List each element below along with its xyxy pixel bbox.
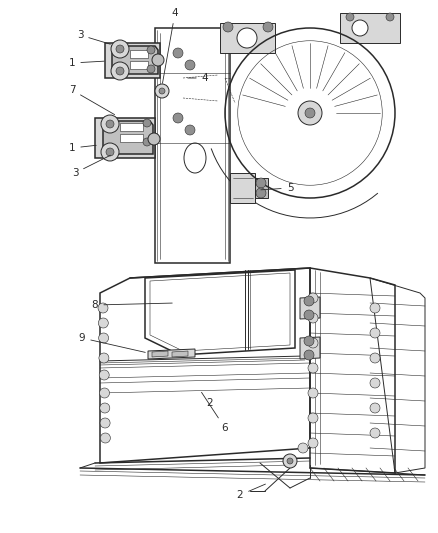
Polygon shape xyxy=(230,173,255,203)
Circle shape xyxy=(185,125,195,135)
Text: 9: 9 xyxy=(79,333,145,352)
Circle shape xyxy=(147,46,155,54)
Circle shape xyxy=(370,403,380,413)
Circle shape xyxy=(287,458,293,464)
Circle shape xyxy=(147,65,155,73)
Circle shape xyxy=(116,67,124,75)
Polygon shape xyxy=(112,46,158,74)
Polygon shape xyxy=(172,351,188,357)
Polygon shape xyxy=(120,134,143,142)
Circle shape xyxy=(346,13,354,21)
Text: 3: 3 xyxy=(72,155,110,178)
Circle shape xyxy=(304,336,314,346)
Circle shape xyxy=(155,84,169,98)
Circle shape xyxy=(370,378,380,388)
Text: 2: 2 xyxy=(237,484,265,500)
Text: 5: 5 xyxy=(261,183,293,193)
Polygon shape xyxy=(152,351,168,357)
Circle shape xyxy=(100,418,110,428)
Text: 4: 4 xyxy=(188,73,208,83)
Polygon shape xyxy=(255,178,268,198)
Circle shape xyxy=(111,62,129,80)
Polygon shape xyxy=(340,13,400,43)
Circle shape xyxy=(308,338,318,348)
Text: 8: 8 xyxy=(92,300,172,310)
Text: 6: 6 xyxy=(201,392,228,433)
Circle shape xyxy=(98,318,108,328)
Text: 3: 3 xyxy=(77,30,110,44)
Circle shape xyxy=(298,101,322,125)
Circle shape xyxy=(100,403,110,413)
Circle shape xyxy=(352,20,368,36)
Circle shape xyxy=(101,115,119,133)
Circle shape xyxy=(159,88,165,94)
Circle shape xyxy=(256,178,266,188)
Circle shape xyxy=(106,120,114,128)
Polygon shape xyxy=(103,121,153,154)
Circle shape xyxy=(370,353,380,363)
Circle shape xyxy=(308,413,318,423)
Circle shape xyxy=(305,108,315,118)
Circle shape xyxy=(308,363,318,373)
Circle shape xyxy=(148,133,160,145)
Circle shape xyxy=(283,454,297,468)
Polygon shape xyxy=(105,43,160,78)
Circle shape xyxy=(308,293,318,303)
Text: 4: 4 xyxy=(162,8,178,83)
Circle shape xyxy=(152,54,164,66)
Circle shape xyxy=(237,28,257,48)
Polygon shape xyxy=(300,337,320,359)
Circle shape xyxy=(111,40,129,58)
Circle shape xyxy=(100,433,110,443)
Circle shape xyxy=(143,138,151,146)
Circle shape xyxy=(185,60,195,70)
Circle shape xyxy=(143,119,151,127)
Circle shape xyxy=(256,188,266,198)
Circle shape xyxy=(304,350,314,360)
Circle shape xyxy=(99,370,109,380)
Circle shape xyxy=(99,333,109,343)
Circle shape xyxy=(99,353,109,363)
Circle shape xyxy=(304,296,314,306)
Circle shape xyxy=(116,45,124,53)
Text: 1: 1 xyxy=(69,58,104,68)
Circle shape xyxy=(98,303,108,313)
Circle shape xyxy=(173,113,183,123)
Circle shape xyxy=(173,48,183,58)
Polygon shape xyxy=(220,23,275,53)
Text: 2: 2 xyxy=(207,398,213,408)
Circle shape xyxy=(101,143,119,161)
Circle shape xyxy=(370,303,380,313)
Circle shape xyxy=(308,438,318,448)
Polygon shape xyxy=(120,123,143,131)
Circle shape xyxy=(223,22,233,32)
Polygon shape xyxy=(95,118,155,158)
Circle shape xyxy=(298,443,308,453)
Circle shape xyxy=(304,310,314,320)
Polygon shape xyxy=(300,297,320,319)
Circle shape xyxy=(386,13,394,21)
Circle shape xyxy=(370,328,380,338)
Text: 7: 7 xyxy=(69,85,115,115)
Circle shape xyxy=(106,148,114,156)
Circle shape xyxy=(370,428,380,438)
Circle shape xyxy=(308,313,318,323)
Circle shape xyxy=(99,388,110,398)
Polygon shape xyxy=(130,61,148,69)
Circle shape xyxy=(263,22,273,32)
Polygon shape xyxy=(130,50,148,58)
Text: 1: 1 xyxy=(69,143,96,153)
Circle shape xyxy=(308,388,318,398)
Polygon shape xyxy=(148,349,195,359)
